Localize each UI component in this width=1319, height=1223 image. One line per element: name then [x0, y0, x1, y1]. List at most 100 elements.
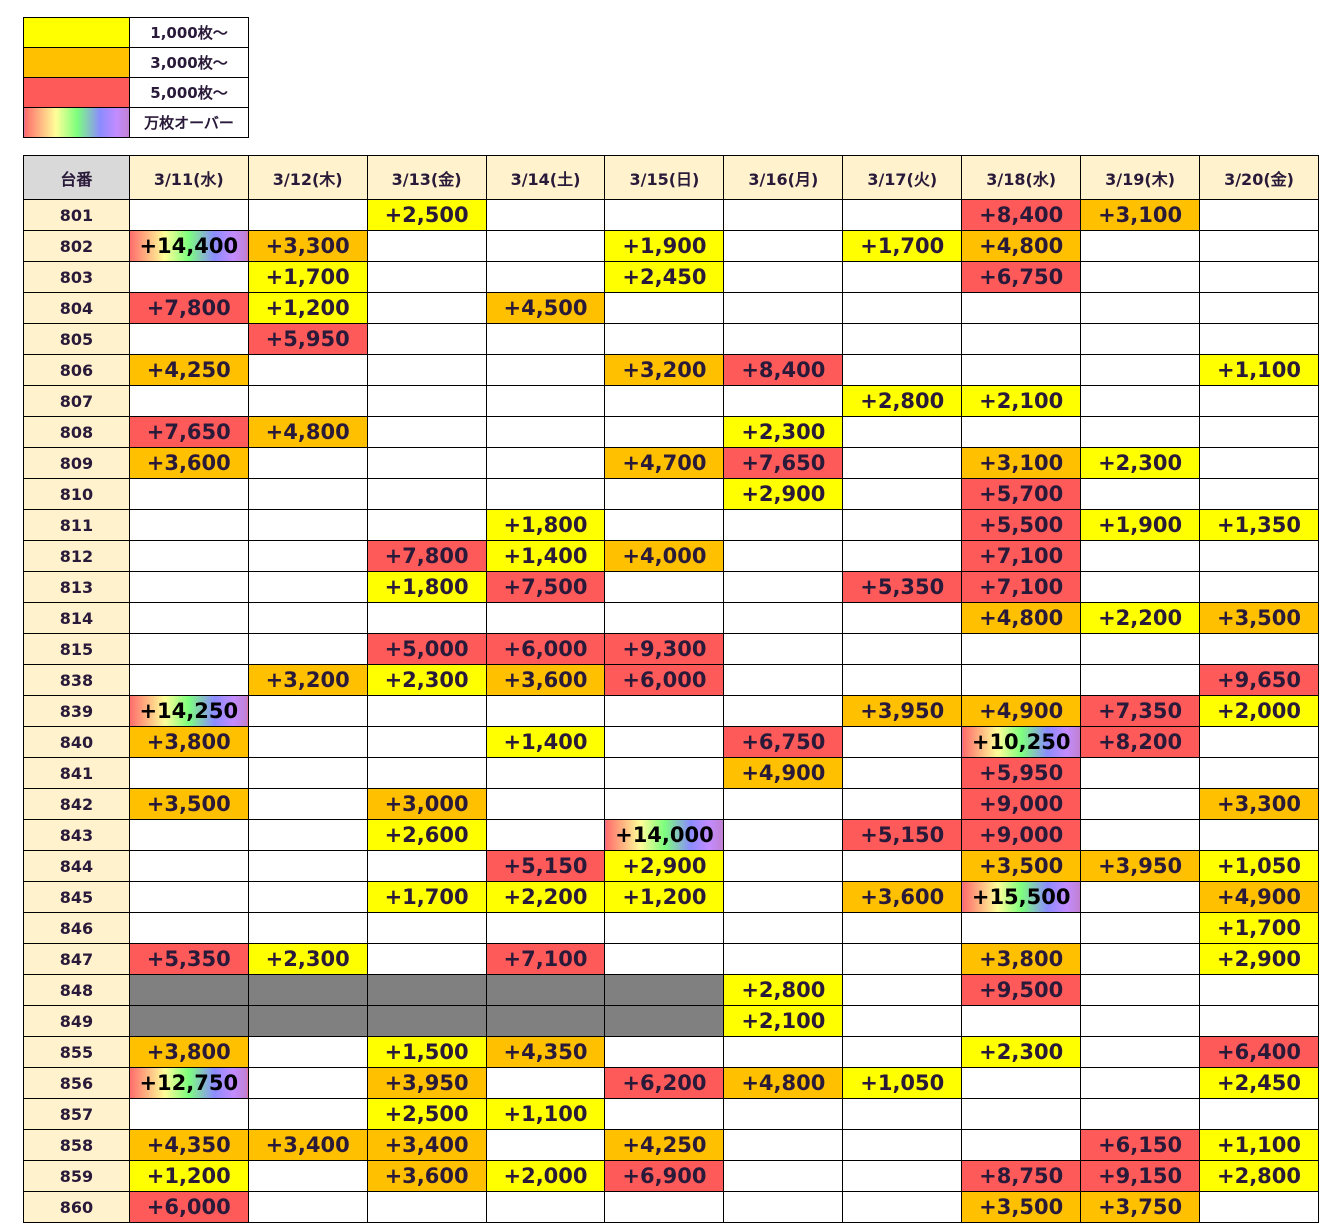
payout-cell: +3,950 [842, 695, 963, 727]
payout-cell [604, 912, 725, 944]
payout-cell: +3,950 [366, 1067, 487, 1099]
payout-cell: +3,400 [247, 1129, 368, 1161]
payout-cell [366, 943, 487, 975]
date-header: 3/14(土) [485, 155, 606, 200]
payout-cell [247, 819, 368, 851]
machine-number: 843 [23, 819, 130, 851]
table-row: 802 +14,400 +3,300 +1,900 +1,700 +4,800 [23, 230, 1319, 262]
header-row: 台番 3/11(水) 3/12(木) 3/13(金) 3/14(土) 3/15(日) 3/… [23, 155, 1319, 200]
payout-cell: +5,000 [366, 633, 487, 665]
payout-cell [842, 850, 963, 882]
payout-cell [247, 509, 368, 541]
payout-cell: +8,200 [1080, 726, 1201, 758]
payout-cell: +1,200 [604, 881, 725, 913]
payout-cell [1199, 199, 1319, 231]
payout-cell [485, 354, 606, 386]
payout-cell: +2,500 [366, 1098, 487, 1130]
payout-cell [842, 1098, 963, 1130]
closed-cell [604, 974, 725, 1006]
legend-row: 1,000枚～ [23, 17, 249, 48]
payout-cell: +3,100 [961, 447, 1082, 479]
payout-cell [485, 912, 606, 944]
payout-cell [485, 447, 606, 479]
payout-cell: +3,100 [1080, 199, 1201, 231]
payout-cell [485, 602, 606, 634]
payout-cell: +3,200 [604, 354, 725, 386]
machine-number: 815 [23, 633, 130, 665]
legend-label: 5,000枚～ [129, 77, 249, 108]
payout-cell [128, 633, 249, 665]
date-header: 3/15(日) [604, 155, 725, 200]
payout-cell [247, 633, 368, 665]
table-row: 805 +5,950 [23, 323, 1319, 355]
payout-cell [961, 664, 1082, 696]
payout-cell: +1,200 [247, 292, 368, 324]
machine-number: 805 [23, 323, 130, 355]
payout-cell [723, 788, 844, 820]
payout-cell [723, 664, 844, 696]
payout-cell [1080, 664, 1201, 696]
payout-cell: +7,350 [1080, 695, 1201, 727]
payout-cell: +15,500 [961, 881, 1082, 913]
payout-cell [1199, 819, 1319, 851]
payout-cell [247, 850, 368, 882]
table-row: 848 +2,800 +9,500 [23, 974, 1319, 1006]
payout-cell [128, 540, 249, 572]
legend-swatch [23, 77, 130, 108]
table-row: 804 +7,800 +1,200 +4,500 [23, 292, 1319, 324]
payout-cell: +3,800 [128, 1036, 249, 1068]
machine-number: 804 [23, 292, 130, 324]
payout-cell [247, 1098, 368, 1130]
payout-cell [1199, 1098, 1319, 1130]
payout-cell [604, 1098, 725, 1130]
payout-cell: +2,000 [1199, 695, 1319, 727]
payout-cell: +1,900 [604, 230, 725, 262]
payout-cell [842, 354, 963, 386]
payout-cell [247, 1067, 368, 1099]
payout-cell: +10,250 [961, 726, 1082, 758]
payout-cell [723, 1098, 844, 1130]
payout-cell [961, 323, 1082, 355]
payout-cell [366, 416, 487, 448]
table-row: 857 +2,500 +1,100 [23, 1098, 1319, 1130]
payout-cell [1199, 478, 1319, 510]
date-header: 3/20(金) [1199, 155, 1319, 200]
payout-cell: +3,500 [128, 788, 249, 820]
table-row: 809 +3,600 +4,700 +7,650 +3,100 +2,300 [23, 447, 1319, 479]
machine-number: 807 [23, 385, 130, 417]
payout-cell [604, 571, 725, 603]
payout-cell [485, 230, 606, 262]
table-row: 815 +5,000 +6,000 +9,300 [23, 633, 1319, 665]
payout-cell [604, 385, 725, 417]
payout-cell: +6,000 [604, 664, 725, 696]
payout-cell [366, 230, 487, 262]
payout-cell [1199, 385, 1319, 417]
payout-cell [723, 230, 844, 262]
payout-cell [604, 199, 725, 231]
table-row: 846 +1,700 [23, 912, 1319, 944]
payout-cell [604, 509, 725, 541]
payout-cell [961, 292, 1082, 324]
payout-table: 台番 3/11(水) 3/12(木) 3/13(金) 3/14(土) 3/15(日) 3/… [23, 155, 1319, 1223]
payout-cell: +5,350 [842, 571, 963, 603]
payout-cell [842, 664, 963, 696]
payout-cell: +2,300 [1080, 447, 1201, 479]
payout-cell: +1,800 [366, 571, 487, 603]
table-row: 856 +12,750 +3,950 +6,200 +4,800 +1,050 +2,450 [23, 1067, 1319, 1099]
payout-cell [723, 292, 844, 324]
machine-number: 847 [23, 943, 130, 975]
payout-cell [485, 385, 606, 417]
payout-cell [1199, 292, 1319, 324]
table-row: 810 +2,900 +5,700 [23, 478, 1319, 510]
table-row: 845 +1,700 +2,200 +1,200 +3,600 +15,500 +4,900 [23, 881, 1319, 913]
payout-cell [842, 1160, 963, 1192]
payout-cell [1080, 788, 1201, 820]
payout-cell [128, 819, 249, 851]
payout-cell: +2,300 [723, 416, 844, 448]
payout-cell [1080, 757, 1201, 789]
closed-cell [366, 974, 487, 1006]
payout-cell [485, 757, 606, 789]
payout-cell: +3,400 [366, 1129, 487, 1161]
legend-swatch [23, 47, 130, 78]
payout-cell [366, 509, 487, 541]
